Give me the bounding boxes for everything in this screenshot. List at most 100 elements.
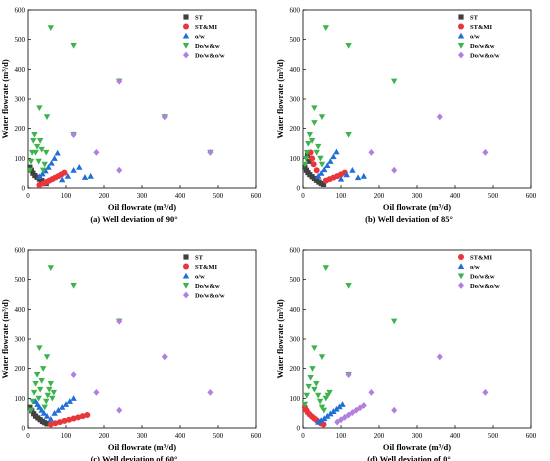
data-point xyxy=(39,170,46,177)
data-point xyxy=(116,406,123,414)
x-tick-label: 600 xyxy=(526,192,537,200)
data-point xyxy=(50,389,58,396)
data-point xyxy=(304,152,311,158)
x-axis-title: Oil flowrate (m³/d) xyxy=(108,202,176,212)
data-point xyxy=(333,405,340,412)
series-triangle-up xyxy=(36,149,94,183)
legend-marker xyxy=(182,42,190,49)
legend-marker xyxy=(457,273,465,280)
x-tick-label: 600 xyxy=(526,432,537,440)
legend-marker xyxy=(183,254,189,260)
x-tick-label: 200 xyxy=(374,432,385,440)
data-point xyxy=(313,380,320,387)
x-tick-label: 200 xyxy=(99,432,110,440)
legend-marker xyxy=(182,32,190,39)
data-point xyxy=(391,166,398,174)
y-tick-label: 100 xyxy=(290,395,301,403)
data-point xyxy=(368,389,375,396)
legend-label: ST xyxy=(195,255,204,262)
data-point xyxy=(322,265,329,271)
data-point xyxy=(61,417,68,424)
x-tick-label: 100 xyxy=(61,192,72,200)
legend-label: ST xyxy=(470,15,479,22)
series-triangle-up xyxy=(315,401,346,425)
x-tick-label: 0 xyxy=(301,192,305,200)
legend-label: ST xyxy=(195,15,204,22)
legend: ST ST&MI o/w Do/w&w Do/w&o/w xyxy=(182,14,225,60)
data-point xyxy=(43,114,51,120)
data-point xyxy=(47,421,54,428)
data-point xyxy=(38,377,45,384)
data-point xyxy=(47,25,54,31)
data-point xyxy=(303,149,311,156)
y-tick-label: 0 xyxy=(297,425,301,433)
panel-caption: (c) Well deviation of 60° xyxy=(91,454,178,461)
y-tick-label: 300 xyxy=(15,96,26,104)
y-axis-title: Water flowrate (m³/d) xyxy=(0,299,10,379)
series-diamond xyxy=(70,77,214,174)
x-tick-label: 600 xyxy=(251,192,262,200)
y-tick-label: 300 xyxy=(290,96,301,104)
data-point xyxy=(59,176,66,183)
x-tick-label: 400 xyxy=(450,192,461,200)
data-point xyxy=(305,383,312,390)
data-point xyxy=(303,392,310,399)
data-point xyxy=(327,410,334,417)
y-tick-label: 400 xyxy=(290,66,301,74)
data-point xyxy=(36,137,44,144)
data-point xyxy=(315,418,322,425)
data-point xyxy=(315,143,322,150)
data-point xyxy=(320,407,328,414)
data-point xyxy=(391,78,398,85)
data-point xyxy=(322,25,329,31)
data-point xyxy=(311,105,318,112)
x-axis-title: Oil flowrate (m³/d) xyxy=(383,202,451,212)
data-point xyxy=(35,395,42,402)
data-point xyxy=(330,153,337,160)
data-point xyxy=(336,403,343,410)
x-tick-label: 100 xyxy=(336,432,347,440)
data-point xyxy=(87,172,94,179)
data-point xyxy=(70,167,77,173)
y-tick-label: 200 xyxy=(290,125,301,133)
data-point xyxy=(52,420,59,427)
data-point xyxy=(306,158,312,164)
x-tick-label: 100 xyxy=(336,192,347,200)
x-tick-label: 500 xyxy=(213,192,224,200)
data-point xyxy=(311,386,318,393)
data-point xyxy=(368,149,375,156)
data-point xyxy=(301,401,309,408)
data-point xyxy=(54,149,61,156)
data-point xyxy=(36,386,44,393)
data-point xyxy=(311,120,318,126)
data-point xyxy=(51,155,58,161)
y-tick-label: 0 xyxy=(22,185,26,193)
data-point xyxy=(40,366,47,372)
data-point xyxy=(482,149,489,156)
data-point xyxy=(320,181,327,188)
data-point xyxy=(391,318,398,325)
data-point xyxy=(70,131,77,138)
data-point xyxy=(318,404,326,411)
data-point xyxy=(70,371,77,378)
data-point xyxy=(43,398,50,405)
y-tick-label: 0 xyxy=(22,425,26,433)
legend-label: o/w xyxy=(470,34,480,41)
data-point xyxy=(70,283,77,289)
y-tick-label: 100 xyxy=(15,395,26,403)
legend-label: ST&MI xyxy=(195,24,218,31)
y-tick-label: 200 xyxy=(15,365,26,373)
x-tick-label: 0 xyxy=(26,192,30,200)
y-tick-label: 500 xyxy=(290,276,301,284)
data-point xyxy=(33,372,41,378)
data-point xyxy=(313,149,320,156)
data-point xyxy=(116,77,123,85)
data-point xyxy=(324,412,331,419)
x-axis-title: Oil flowrate (m³/d) xyxy=(383,442,451,452)
x-tick-label: 400 xyxy=(175,192,186,200)
data-point xyxy=(339,401,346,407)
data-point xyxy=(313,167,320,174)
series-diamond xyxy=(334,353,489,426)
data-point xyxy=(49,395,56,402)
